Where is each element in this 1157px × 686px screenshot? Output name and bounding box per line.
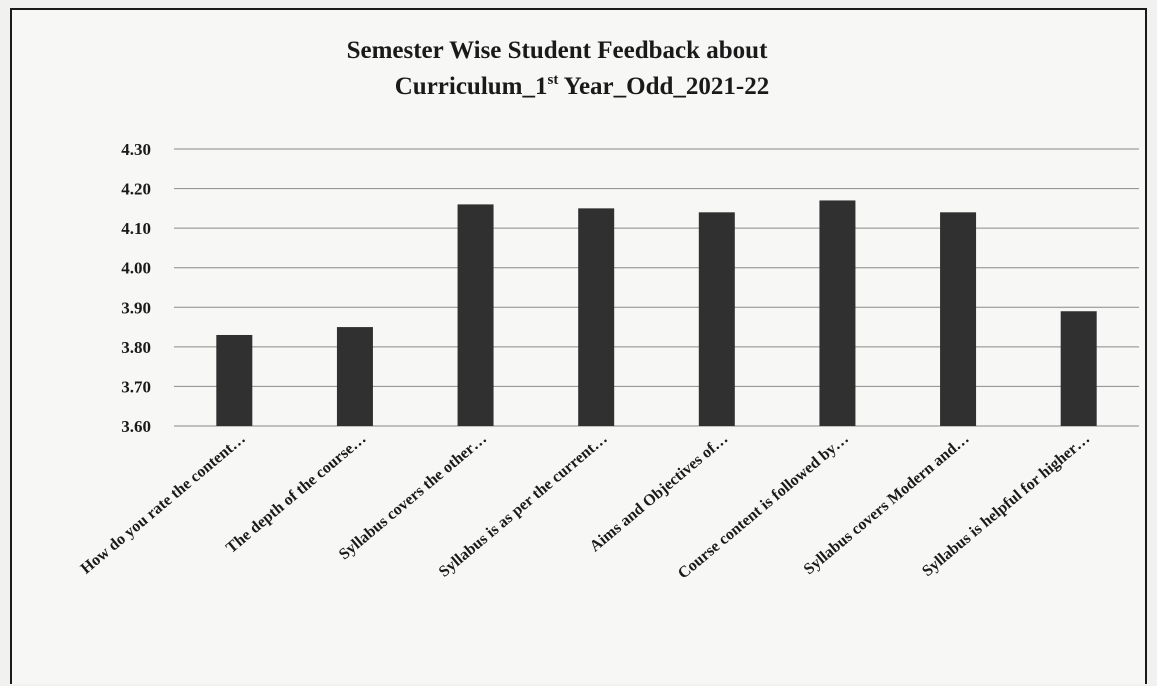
- y-tick-label: 3.60: [121, 417, 151, 436]
- bar: [216, 334, 253, 426]
- y-tick-label: 3.70: [121, 377, 151, 396]
- y-axis-tick-labels: 3.60 3.70 3.80 3.90 4.00 4.10 4.20 4.30: [121, 140, 151, 436]
- chart-frame: Semester Wise Student Feedback about Cur…: [10, 8, 1147, 684]
- chart-title: Semester Wise Student Feedback about Cur…: [347, 37, 770, 100]
- bar: [457, 204, 494, 426]
- bar-chart: Semester Wise Student Feedback about Cur…: [78, 37, 1139, 582]
- y-tick-label: 4.10: [121, 219, 151, 238]
- chart-title-line-2-suffix: Year_Odd_2021-22: [558, 73, 769, 100]
- gridlines: [174, 148, 1139, 427]
- y-tick-label: 3.80: [121, 338, 151, 357]
- bars: [216, 200, 1097, 426]
- bar: [578, 208, 615, 426]
- y-tick-label: 3.90: [121, 298, 151, 317]
- bar: [819, 200, 856, 426]
- chart-title-line-2-prefix: Curriculum_1: [395, 73, 548, 100]
- bar: [336, 327, 373, 426]
- y-tick-label: 4.00: [121, 259, 151, 278]
- bar: [940, 212, 977, 426]
- x-axis-category-labels: How do you rate the content…The depth of…: [78, 430, 1094, 582]
- x-category-label: How do you rate the content…: [78, 430, 249, 578]
- chart-title-line-2-superscript: st: [548, 72, 559, 88]
- bar: [1060, 311, 1097, 426]
- chart-title-line-2: Curriculum_1st Year_Odd_2021-22: [395, 72, 770, 100]
- x-category-label: The depth of the course…: [223, 430, 369, 557]
- x-category-label: Aims and Objectives of…: [587, 430, 732, 555]
- bar: [698, 212, 735, 426]
- y-tick-label: 4.30: [121, 140, 151, 159]
- y-tick-label: 4.20: [121, 180, 151, 199]
- chart-title-line-1: Semester Wise Student Feedback about: [347, 37, 769, 64]
